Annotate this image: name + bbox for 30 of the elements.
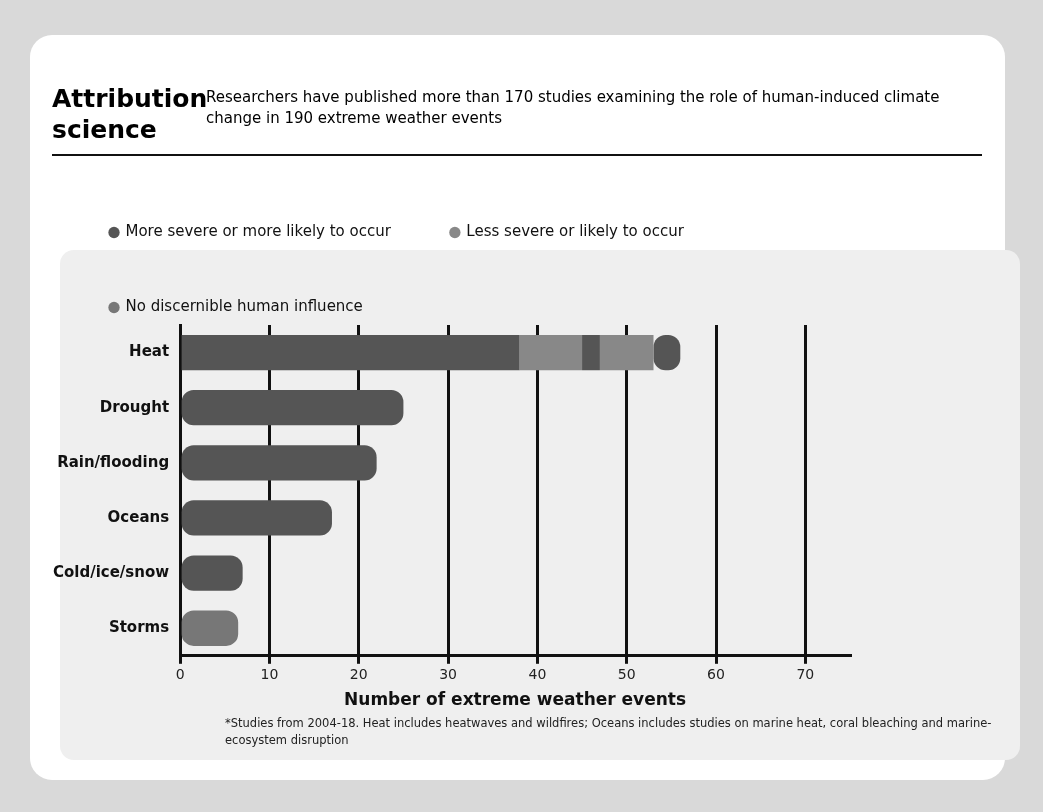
text: *Studies from 2004-18. Heat includes heatwaves and wildfires; Oceans includes studies on marine heat, coral bleaching and marine-ecosystem disruption (225, 715, 993, 750)
x-tick-label: 60 (707, 665, 725, 682)
bar (599, 334, 654, 371)
bar (582, 334, 600, 371)
y-tick-label: Cold/ice/snow (52, 562, 170, 581)
legend-label: Less severe or likely to occur (466, 222, 685, 241)
y-tick-label: Rain/flooding (57, 452, 170, 471)
x-tick-label: 50 (617, 665, 636, 682)
x-tick-label: 10 (260, 665, 279, 682)
x-tick-label: 20 (349, 665, 368, 682)
legend-label: More severe or more likely to occur (125, 222, 392, 241)
y-tick-label: Oceans (107, 507, 170, 526)
chart-title: Attribution science (52, 83, 208, 146)
bar (181, 390, 404, 426)
y-tick-label: Drought (99, 397, 170, 416)
x-axis-title: Number of extreme weather events (344, 689, 687, 710)
legend-label: No discernible human influence (125, 297, 363, 316)
bar (181, 334, 520, 371)
bar (181, 610, 239, 646)
bar (181, 500, 332, 536)
bar (181, 445, 377, 481)
x-tick-label: 70 (796, 665, 815, 682)
bar (181, 555, 243, 591)
y-tick-label: Storms (108, 618, 170, 637)
y-tick-label: Heat (129, 342, 170, 361)
chart-subtitle: Researchers have published more than 170 studies examining the role of human-induced climate change in 190 extreme weather events (206, 87, 941, 129)
bar (519, 334, 583, 371)
x-tick-label: 40 (528, 665, 547, 682)
x-tick-label: 30 (439, 665, 457, 682)
x-tick-label: 0 (175, 665, 185, 682)
